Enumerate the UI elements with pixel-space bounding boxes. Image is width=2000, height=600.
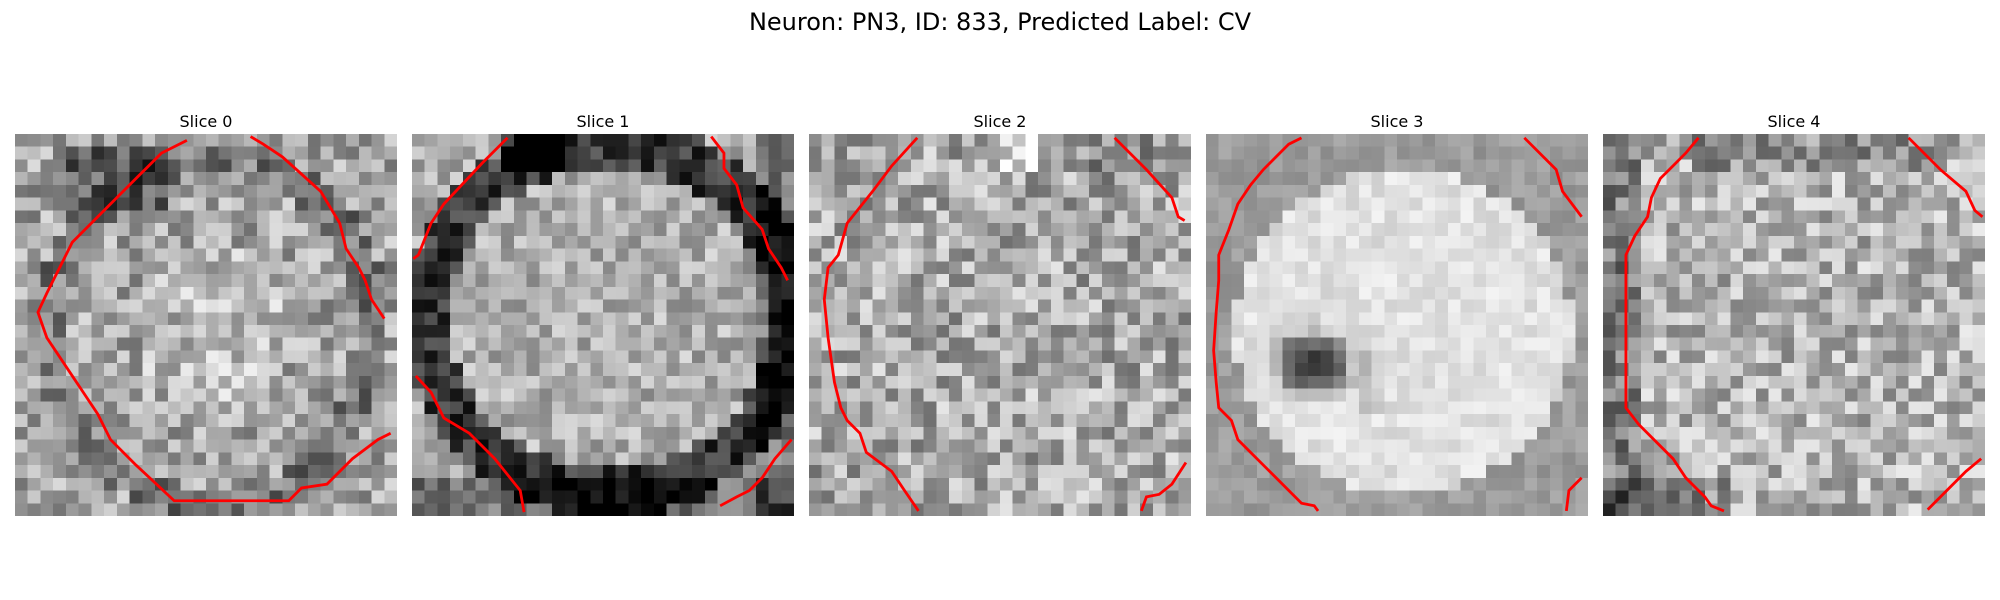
panel-slice-0: Slice 0 <box>15 110 397 516</box>
contour-line <box>710 135 789 282</box>
contour-overlay <box>1212 136 1583 512</box>
contour-overlay <box>412 135 793 513</box>
slice-image <box>412 134 794 516</box>
slice-1-image <box>412 134 794 516</box>
slice-0-image <box>15 134 397 516</box>
slice-image <box>1206 134 1588 516</box>
contour-line <box>36 139 392 503</box>
panel-title: Slice 2 <box>973 112 1027 131</box>
contour-line <box>822 136 920 512</box>
slice-3-image <box>1206 134 1588 516</box>
contour-line <box>1564 476 1583 512</box>
panel-title: Slice 1 <box>576 112 630 131</box>
contour-line <box>414 374 526 513</box>
contour-line <box>1926 457 1983 511</box>
slice-2-image <box>809 134 1191 516</box>
panel-title: Slice 4 <box>1767 112 1821 131</box>
contour-overlay <box>36 135 392 503</box>
contour-line <box>719 438 793 508</box>
slice-image <box>809 134 1191 516</box>
panel-slice-4: Slice 4 <box>1603 110 1985 516</box>
contour-line <box>1113 136 1186 222</box>
panel-title: Slice 0 <box>179 112 233 131</box>
panel-slice-1: Slice 1 <box>412 110 794 516</box>
panel-title: Slice 3 <box>1370 112 1424 131</box>
contour-line <box>1523 136 1583 218</box>
slice-image <box>15 134 397 516</box>
panel-slice-3: Slice 3 <box>1206 110 1588 516</box>
contour-line <box>412 136 509 260</box>
panel-slice-2: Slice 2 <box>809 110 1191 516</box>
contour-overlay <box>822 136 1188 512</box>
contour-line <box>1212 136 1320 512</box>
contour-overlay <box>1624 136 1984 513</box>
figure-title: Neuron: PN3, ID: 833, Predicted Label: C… <box>748 8 1252 36</box>
contour-line <box>249 135 386 320</box>
contour-line <box>1140 461 1188 512</box>
contour-line <box>1624 136 1725 513</box>
slice-image <box>1603 134 1985 516</box>
contour-line <box>1907 136 1984 218</box>
